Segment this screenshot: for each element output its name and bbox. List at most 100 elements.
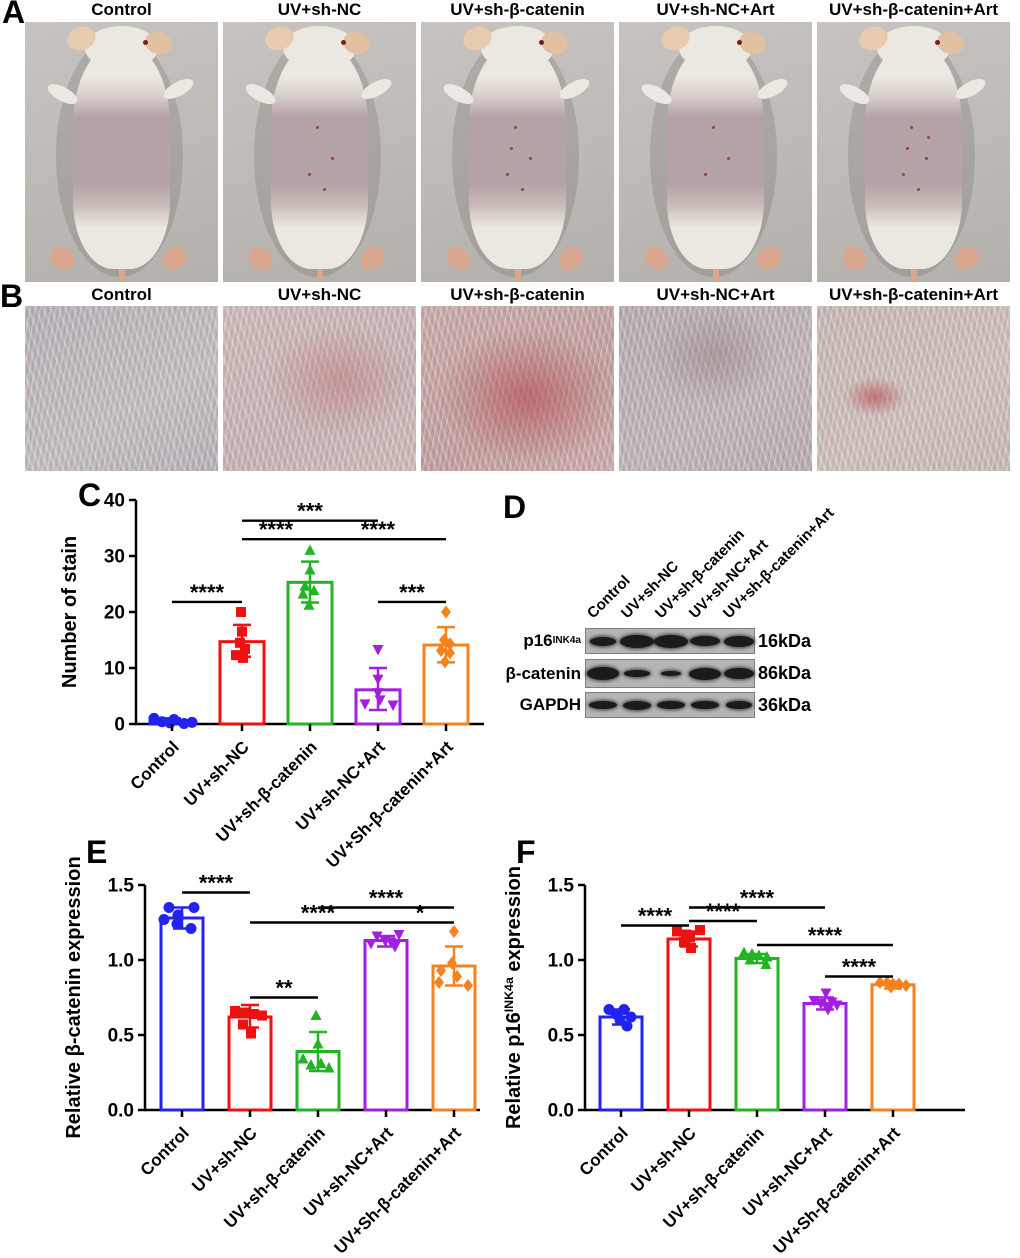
mouse-tail (712, 258, 719, 282)
data-point (171, 918, 183, 930)
figure-column: UV+sh-β-catenin (421, 285, 614, 471)
skin-spot (509, 146, 513, 150)
y-tick-label: 10 (104, 659, 125, 680)
data-point (445, 646, 455, 660)
bar (159, 916, 205, 1112)
panel-f-letter: F (516, 834, 536, 870)
data-point (163, 902, 175, 913)
data-point (304, 564, 316, 575)
protein-band (726, 701, 752, 709)
data-point (449, 925, 459, 938)
skin-spot (917, 188, 921, 192)
data-point (901, 979, 911, 992)
protein-band (623, 700, 651, 710)
mouse-eye (142, 40, 148, 46)
mouse-hind-foot-right (158, 242, 191, 275)
data-point (305, 1059, 317, 1070)
data-point (299, 580, 311, 591)
data-point (441, 605, 451, 619)
figure-column: UV+sh-β-catenin (421, 0, 614, 282)
y-tick-label: 1.5 (108, 876, 135, 897)
group-label: UV+sh-NC+Art (656, 0, 775, 19)
data-point (894, 977, 904, 991)
data-point (172, 909, 184, 921)
bar (802, 1002, 848, 1112)
data-point (178, 717, 190, 729)
bar (363, 939, 409, 1112)
data-point (761, 951, 773, 962)
data-point (685, 932, 695, 943)
group-label: UV+sh-β-catenin (450, 0, 585, 19)
figure-column: UV+sh-NC (223, 0, 416, 282)
data-point (387, 700, 399, 711)
mouse-tail (910, 258, 917, 282)
blot-kda-bcatenin: 86kDa (758, 663, 812, 683)
data-point (238, 1019, 248, 1030)
group-label: UV+sh-β-catenin+Art (828, 0, 999, 19)
protein-band (620, 634, 654, 648)
data-point (445, 637, 455, 651)
bar (734, 957, 780, 1112)
data-point (744, 954, 756, 965)
y-tick-label: 0.0 (548, 1101, 574, 1122)
y-tick-label: 1.0 (548, 951, 574, 972)
panel-e-letter: E (86, 834, 108, 870)
group-label: UV+sh-NC+Art (656, 285, 775, 304)
skin-spot (521, 188, 525, 192)
mouse-photo (223, 22, 416, 282)
data-point (447, 956, 457, 970)
data-point (760, 958, 772, 969)
data-point (310, 1009, 322, 1020)
mouse-photo (817, 22, 1010, 282)
data-point (625, 1011, 637, 1023)
y-tick-label: 0 (114, 715, 125, 736)
y-tick-label: 1.0 (108, 951, 134, 972)
mouse-body (667, 42, 764, 269)
mouse-body (469, 42, 566, 269)
protein-band (724, 668, 754, 679)
blot-strip-gapdh (585, 692, 755, 718)
mouse-hind-foot-left (442, 242, 475, 275)
sig-stars: **** (638, 904, 673, 929)
skin-spot (331, 157, 335, 161)
figure-column: UV+sh-β-catenin+Art (817, 285, 1010, 471)
y-tick-label: 20 (104, 603, 125, 624)
panel-b-letter: B (0, 278, 24, 314)
data-point (808, 996, 820, 1007)
sig-stars: **** (361, 517, 396, 542)
data-point (695, 925, 705, 935)
skin-spot (927, 136, 930, 140)
protein-band (689, 667, 721, 680)
data-point (297, 1053, 309, 1064)
x-tick-label: UV+sh-NC (180, 737, 253, 810)
sig-stars: **** (199, 871, 234, 896)
blot-row-label-bcatenin: β-catenin (505, 663, 581, 683)
y-tick-label: 1.5 (548, 876, 575, 897)
mouse-tail (118, 258, 125, 282)
data-point (452, 970, 462, 983)
protein-band (724, 635, 754, 647)
protein-band (691, 701, 719, 709)
x-tick-label: UV+Sh-β-catenin+Art (770, 1123, 905, 1258)
y-tick-label: 40 (104, 491, 125, 512)
y-axis-title: Number of stain (59, 536, 81, 688)
sig-stars: * (416, 901, 425, 926)
data-point (820, 988, 832, 999)
data-point (249, 1009, 259, 1019)
data-point (679, 937, 689, 947)
sig-stars: **** (190, 580, 225, 605)
x-tick-label: UV+Sh-β-catenin+Art (331, 1123, 466, 1258)
data-point (315, 1057, 327, 1068)
data-point (686, 943, 696, 953)
x-tick-label: Control (137, 1123, 193, 1179)
data-point (621, 1020, 633, 1032)
y-tick-label: 0.0 (108, 1101, 134, 1122)
mouse-photo (421, 22, 614, 282)
sig-stars: **** (706, 899, 741, 924)
mouse-hind-foot-left (46, 242, 79, 275)
bar (598, 1015, 644, 1112)
data-point (359, 699, 371, 710)
mouse-photo (619, 22, 812, 282)
blot-row-label-gapdh: GAPDH (519, 695, 581, 714)
